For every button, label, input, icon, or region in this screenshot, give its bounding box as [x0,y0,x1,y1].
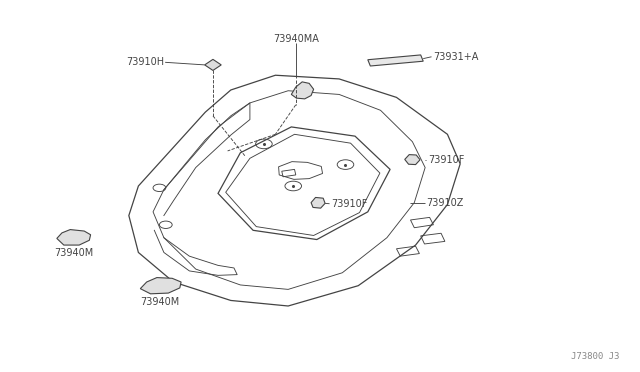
Polygon shape [404,155,420,164]
Text: 73940M: 73940M [140,297,179,307]
Text: 73910H: 73910H [125,57,164,67]
Polygon shape [57,230,91,245]
Text: J73800 J3: J73800 J3 [571,352,620,361]
Polygon shape [311,198,325,208]
Text: 73910Z: 73910Z [426,198,463,208]
Text: 73940M: 73940M [54,248,93,258]
Polygon shape [140,278,181,294]
Polygon shape [368,55,423,66]
Polygon shape [205,60,221,70]
Text: 73910F: 73910F [331,199,367,209]
Polygon shape [291,82,314,99]
Text: 73910F: 73910F [428,155,464,165]
Text: 73940MA: 73940MA [273,34,319,44]
Text: 73931+A: 73931+A [433,52,478,62]
